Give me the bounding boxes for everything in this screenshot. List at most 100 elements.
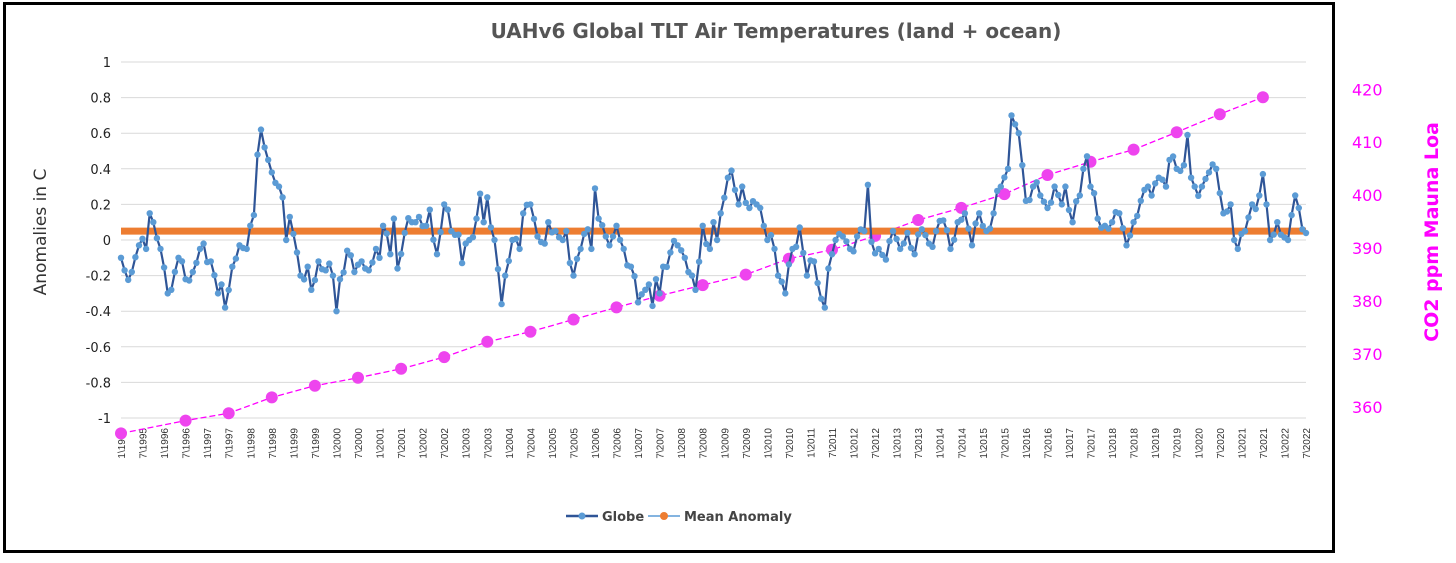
globe-point: [484, 194, 491, 201]
globe-point: [494, 265, 502, 273]
globe-point: [1195, 192, 1202, 199]
x-tick-label: 7\2008: [699, 428, 710, 459]
globe-point: [347, 252, 354, 259]
globe-point: [627, 263, 635, 270]
x-tick-label: 7\1995: [139, 428, 150, 459]
globe-point: [530, 215, 538, 223]
globe-point: [534, 233, 541, 240]
globe-point: [566, 259, 574, 267]
y-tick-label: 0.8: [90, 92, 111, 107]
globe-point: [135, 242, 143, 249]
globe-point: [415, 213, 423, 221]
globe-point: [710, 219, 717, 226]
globe-point: [584, 226, 591, 233]
globe-point: [771, 245, 778, 253]
globe-point: [455, 231, 462, 238]
globe-point: [286, 213, 293, 221]
globe-point: [1126, 232, 1134, 239]
globe-point: [699, 222, 706, 229]
x-tick-label: 1\2019: [1151, 428, 1162, 459]
globe-point: [1180, 162, 1188, 169]
globe-point: [645, 281, 653, 288]
y-tick-label: 0.4: [90, 163, 111, 178]
globe-point: [678, 247, 685, 254]
globe-point: [1062, 183, 1069, 190]
globe-point: [1259, 170, 1267, 178]
globe-point: [171, 268, 179, 276]
globe-point: [907, 244, 915, 252]
co2-point: [1256, 91, 1269, 104]
x-tick-label: 1\2011: [806, 428, 817, 458]
globe-point: [437, 228, 444, 236]
x-tick-label: 1\2014: [936, 428, 947, 459]
globe-point: [268, 169, 275, 176]
globe-point: [1065, 206, 1073, 214]
x-tick-label: 7\2006: [613, 428, 624, 459]
globe-point: [986, 225, 994, 232]
globe-point: [1073, 198, 1080, 205]
globe-point: [1159, 176, 1166, 183]
globe-point: [1162, 183, 1170, 190]
x-tick-label: 7\1997: [225, 428, 236, 459]
globe-point: [520, 210, 527, 217]
globe-point: [387, 251, 394, 258]
globe-point: [379, 222, 387, 229]
globe-point: [250, 211, 258, 219]
x-tick-label: 7\2011: [828, 428, 839, 458]
globe-point: [613, 222, 620, 229]
globe-point: [663, 263, 670, 271]
globe-point: [670, 237, 678, 245]
globe-point: [947, 245, 954, 253]
globe-point: [1069, 219, 1076, 226]
globe-point: [1076, 192, 1084, 199]
x-tick-label: 7\2013: [914, 428, 925, 459]
globe-point: [401, 229, 408, 237]
globe-point: [372, 245, 380, 253]
globe-point: [1055, 191, 1062, 199]
y2-tick-label: 370: [1352, 345, 1383, 364]
globe-point: [559, 236, 566, 244]
globe-point: [1033, 179, 1040, 186]
globe-point: [221, 304, 229, 311]
globe-point: [573, 255, 581, 262]
co2-point: [179, 414, 192, 427]
globe-point: [1274, 219, 1281, 226]
legend-globe-label: Globe: [602, 510, 644, 525]
globe-point: [336, 276, 344, 283]
co2-line: [120, 96, 1264, 435]
globe-point: [229, 263, 236, 270]
x-tick-label: 1\2010: [763, 428, 774, 459]
globe-point: [642, 286, 649, 293]
y2-axis-label: CO2 ppm Mauna Loa: [1421, 122, 1443, 342]
legend-globe-marker: [578, 512, 586, 520]
globe-point: [649, 302, 656, 310]
globe-point: [681, 254, 688, 261]
globe-point: [1119, 225, 1127, 232]
x-tick-label: 1\2015: [979, 428, 990, 459]
globe-point: [1123, 242, 1130, 249]
globe-point: [961, 210, 969, 217]
globe-point: [476, 190, 484, 197]
x-tick-label: 7\2015: [1000, 428, 1011, 459]
globe-point: [257, 126, 265, 133]
globe-point: [279, 194, 286, 201]
globe-point: [1029, 183, 1037, 190]
co2-point: [998, 188, 1011, 201]
globe-point: [853, 233, 861, 240]
globe-point: [1205, 169, 1213, 176]
co2-point: [1041, 169, 1054, 181]
globe-point: [283, 236, 290, 244]
x-tick-label: 7\2005: [569, 428, 580, 459]
globe-point: [369, 259, 376, 266]
y-axis-label: Anomalies in C: [31, 169, 51, 296]
globe-point: [214, 290, 222, 297]
globe-point: [333, 308, 340, 315]
x-tick-label: 1\1999: [289, 428, 300, 459]
x-tick-label: 7\2016: [1043, 428, 1054, 459]
x-tick-label: 1\2007: [634, 428, 645, 459]
globe-point: [1026, 196, 1033, 204]
globe-point: [1004, 165, 1012, 172]
globe-point: [990, 210, 997, 217]
globe-point: [746, 204, 753, 212]
globe-point: [142, 245, 150, 253]
